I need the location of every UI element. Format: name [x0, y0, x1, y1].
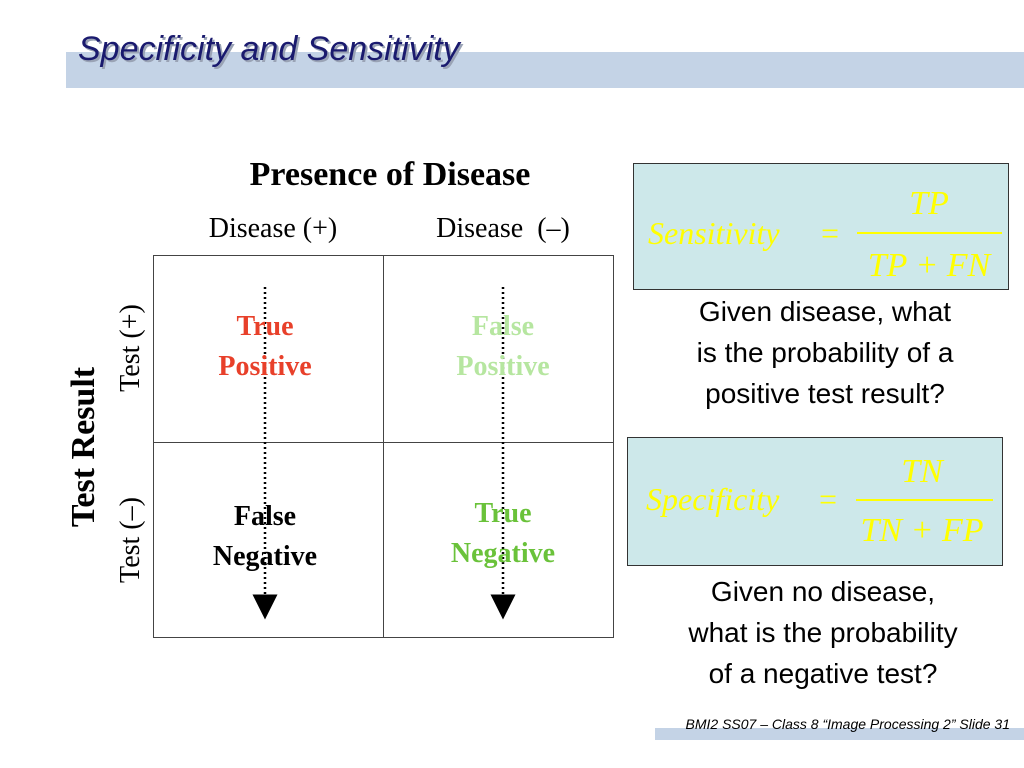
specificity-formula: Specificity = TN TN + FP: [646, 453, 993, 549]
slide-title: Specificity and Sensitivity: [78, 30, 460, 68]
cell-false-negative: False Negative: [165, 497, 365, 577]
slide-footer: BMI2 SS07 – Class 8 “Image Processing 2”…: [685, 716, 1011, 732]
cell-tp-line1: True: [236, 311, 294, 342]
sensitivity-caption: Given disease, what is the probability o…: [640, 291, 1010, 414]
cell-tp-line2: Positive: [218, 351, 312, 382]
sensitivity-equals: =: [821, 215, 839, 251]
cell-fn-line1: False: [233, 501, 297, 532]
sensitivity-formula-box: Sensitivity = TP TP + FN: [633, 163, 1009, 290]
sensitivity-denominator: TP + FN: [868, 247, 993, 284]
sensitivity-numerator: TP: [909, 185, 949, 222]
specificity-caption-line3: of a negative test?: [708, 658, 938, 689]
specificity-caption-line1: Given no disease,: [710, 576, 936, 607]
cell-tn-line1: True: [474, 498, 532, 529]
title-bar: [66, 52, 1024, 88]
grid-horizontal-divider: [153, 442, 614, 443]
cell-true-negative: True Negative: [403, 494, 603, 574]
col-header-disease-negative: Disease (–): [436, 213, 570, 244]
sensitivity-formula: Sensitivity = TP TP + FN: [648, 185, 1002, 284]
cell-fp-line2: Positive: [456, 351, 550, 382]
cell-tn-line2: Negative: [450, 538, 556, 569]
cell-fp-line1: False: [471, 311, 535, 342]
specificity-numerator: TN: [901, 453, 945, 490]
specificity-caption: Given no disease, what is the probabilit…: [636, 571, 1010, 694]
specificity-lhs: Specificity: [646, 481, 780, 517]
specificity-equals: =: [819, 481, 837, 517]
cell-fn-line2: Negative: [212, 541, 318, 572]
sensitivity-caption-line2: is the probability of a: [696, 337, 954, 368]
cell-true-positive: True Positive: [165, 307, 365, 387]
col-header-disease-positive: Disease (+): [208, 213, 338, 244]
footer-bar: [655, 728, 1024, 740]
sensitivity-lhs: Sensitivity: [648, 215, 780, 251]
specificity-denominator: TN + FP: [860, 512, 983, 549]
specificity-formula-box: Specificity = TN TN + FP: [627, 437, 1003, 566]
sensitivity-caption-line1: Given disease, what: [698, 296, 952, 327]
grid-vertical-divider: [383, 255, 384, 638]
presence-of-disease-header: Presence of Disease: [249, 156, 531, 193]
specificity-caption-line2: what is the probability: [688, 617, 958, 648]
cell-false-positive: False Positive: [403, 307, 603, 387]
sensitivity-caption-line3: positive test result?: [705, 378, 945, 409]
